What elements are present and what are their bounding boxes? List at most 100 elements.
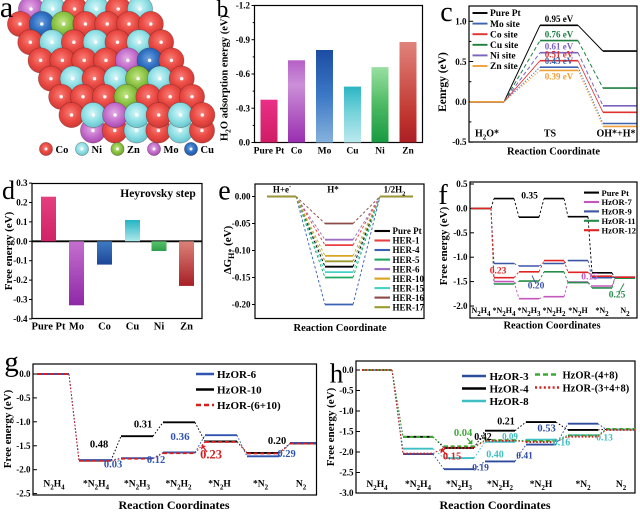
svg-text:Mo: Mo [69,322,84,333]
svg-text:HER-15: HER-15 [393,283,425,293]
svg-text:H*: H* [327,185,339,195]
svg-text:HzOR-(4+8): HzOR-(4+8) [563,370,619,381]
svg-text:ΔGH* (eV): ΔGH* (eV) [222,225,236,274]
svg-text:b: b [217,0,229,22]
svg-text:0.0: 0.0 [456,203,468,213]
svg-text:HER-10: HER-10 [393,274,425,284]
svg-text:-0.10: -0.10 [232,246,251,256]
svg-text:Mo: Mo [318,147,332,157]
svg-text:Pure Pt: Pure Pt [602,188,630,198]
svg-text:-0.9: -0.9 [236,35,251,45]
svg-text:0.61 eV: 0.61 eV [545,42,574,52]
svg-text:0.0: 0.0 [19,369,31,379]
svg-text:*N2H: *N2H [208,480,231,492]
svg-text:0.25: 0.25 [609,291,626,301]
svg-text:Reaction Coordinates: Reaction Coordinates [440,498,551,512]
svg-text:1/2H2: 1/2H2 [384,185,406,198]
svg-text:0.23: 0.23 [490,267,507,277]
svg-text:*N2H4: *N2H4 [492,306,516,318]
svg-text:HzOR-6: HzOR-6 [217,369,257,381]
svg-text:0.40: 0.40 [486,450,504,461]
svg-text:1.0: 1.0 [455,17,467,27]
svg-text:-1.5: -1.5 [16,441,31,451]
svg-text:g: g [4,346,19,378]
svg-text:*N2H4: *N2H4 [405,480,432,492]
svg-text:Mo: Mo [164,145,179,156]
svg-text:-0.5: -0.5 [16,393,31,403]
svg-text:0.0: 0.0 [16,236,28,246]
svg-text:*N2: *N2 [575,480,591,492]
svg-text:0.13: 0.13 [596,434,613,444]
svg-text:*N2H4: *N2H4 [83,480,110,492]
svg-text:HER-6: HER-6 [393,264,421,274]
svg-text:TS: TS [544,129,557,140]
svg-text:0.09: 0.09 [502,432,518,442]
svg-text:OH*+H*: OH*+H* [596,129,635,140]
svg-text:-0.2: -0.2 [13,275,28,285]
svg-text:0.48: 0.48 [90,440,108,451]
svg-text:0.43 eV: 0.43 eV [545,56,574,66]
svg-text:-1.2: -1.2 [236,1,251,11]
svg-text:-1.0: -1.0 [16,417,31,427]
svg-text:0.03: 0.03 [104,460,122,471]
svg-text:*N2: *N2 [253,480,269,492]
svg-text:H+e-: H+e- [273,184,291,195]
svg-text:0.41: 0.41 [516,452,533,462]
svg-text:Pure Pt: Pure Pt [254,147,286,157]
svg-text:0.42: 0.42 [474,432,492,443]
svg-text:Ni: Ni [375,147,385,157]
svg-text:0.35: 0.35 [521,192,538,202]
svg-text:0.53: 0.53 [537,424,555,435]
svg-text:0.2: 0.2 [16,198,28,208]
svg-text:0.5: 0.5 [456,179,468,189]
svg-text:-0.3: -0.3 [13,295,28,305]
svg-text:0.0: 0.0 [342,365,354,375]
svg-text:0.20: 0.20 [268,436,286,447]
svg-text:0.76 eV: 0.76 eV [545,29,574,39]
svg-text:-0.20: -0.20 [232,300,251,310]
svg-text:N2: N2 [620,306,630,318]
svg-text:0.39 eV: 0.39 eV [545,72,574,82]
svg-text:N2: N2 [616,480,627,492]
svg-text:Zn: Zn [180,322,193,333]
svg-text:0.21: 0.21 [497,417,515,428]
svg-text:H2O*: H2O* [475,129,499,142]
svg-text:0.15: 0.15 [443,452,461,463]
svg-text:Eenrgy (eV): Eenrgy (eV) [437,52,449,112]
svg-text:0.51 eV: 0.51 eV [545,50,574,60]
svg-text:h: h [330,359,344,389]
svg-text:0.20: 0.20 [528,282,545,292]
svg-text:a: a [0,0,13,24]
svg-text:Pure Pt: Pure Pt [32,322,66,333]
svg-text:-0.5: -0.5 [339,386,354,396]
svg-text:-0.4: -0.4 [13,314,28,324]
svg-text:f: f [438,180,448,211]
svg-text:-2.5: -2.5 [339,468,354,478]
svg-text:0.0: 0.0 [239,138,251,148]
svg-text:Cu: Cu [346,147,359,157]
svg-text:Mo site: Mo site [490,20,520,30]
svg-text:-2.0: -2.0 [453,301,468,311]
svg-text:*N2H: *N2H [530,480,553,492]
svg-text:HzOR-(3+4+8): HzOR-(3+4+8) [563,383,630,394]
svg-text:0.23: 0.23 [200,448,222,462]
svg-text:HzOR-4: HzOR-4 [490,383,530,395]
svg-text:N2H4: N2H4 [43,480,65,492]
svg-text:0.29: 0.29 [277,449,295,460]
svg-text:-0.1: -0.1 [13,256,28,266]
svg-text:Zn: Zn [402,147,414,157]
svg-text:HzOR-(6+10): HzOR-(6+10) [217,400,281,412]
svg-text:-3.0: -3.0 [339,488,354,498]
svg-text:-1.5: -1.5 [453,277,468,287]
svg-text:-2.0: -2.0 [16,465,31,475]
svg-text:0.95 eV: 0.95 eV [545,14,574,24]
svg-text:-1.0: -1.0 [339,406,354,416]
svg-text:Cu: Cu [126,322,140,333]
svg-text:HzOR-10: HzOR-10 [217,384,262,396]
svg-text:HzOR-7: HzOR-7 [602,197,633,207]
svg-text:Cu site: Cu site [490,41,518,51]
svg-text:-0.3: -0.3 [236,103,251,113]
svg-text:HER-4: HER-4 [393,245,421,255]
svg-text:Pure Pt: Pure Pt [393,226,422,236]
svg-text:0.5: 0.5 [455,57,467,67]
